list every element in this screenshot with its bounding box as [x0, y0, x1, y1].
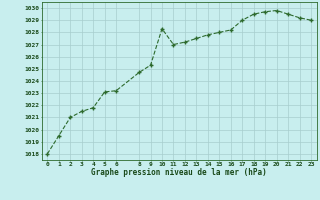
X-axis label: Graphe pression niveau de la mer (hPa): Graphe pression niveau de la mer (hPa)	[91, 168, 267, 177]
